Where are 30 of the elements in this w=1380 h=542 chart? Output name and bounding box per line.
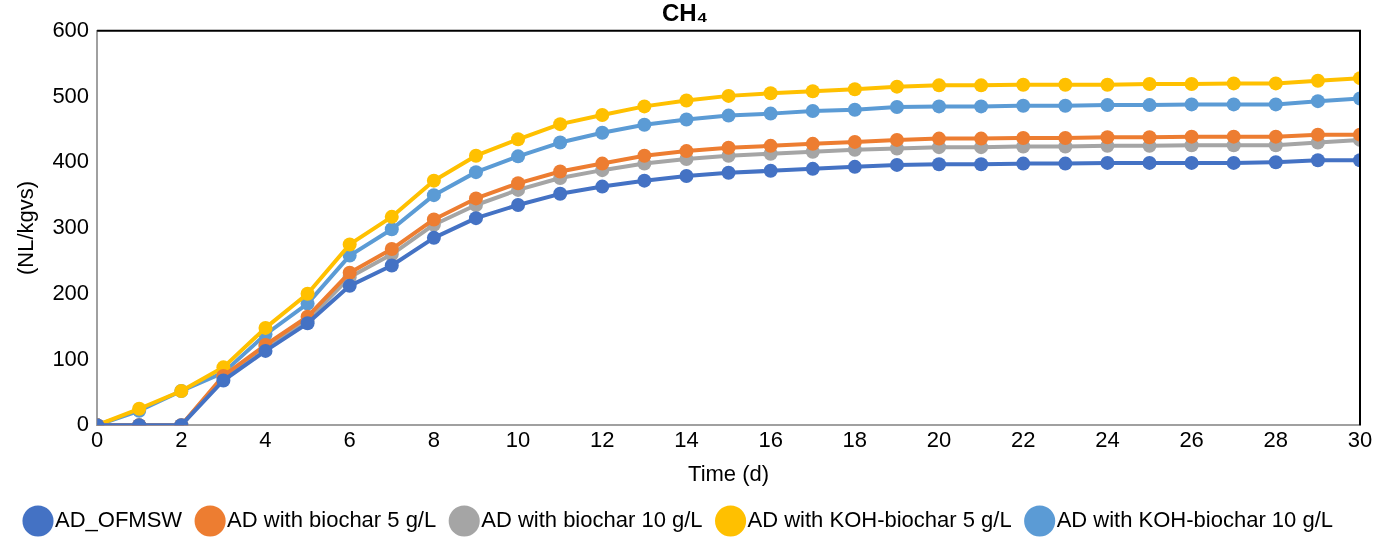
y-tick-label: 400 (52, 148, 90, 174)
x-tick-label: 22 (1010, 427, 1036, 453)
x-tick-label: 24 (1095, 427, 1120, 453)
chart-title: CH₄ (661, 0, 709, 27)
x-tick-label: 26 (1179, 427, 1204, 453)
legend-label: AD with biochar 10 g/L (481, 507, 703, 533)
y-tick-label: 100 (52, 345, 90, 371)
x-tick-label: 12 (590, 427, 615, 453)
legend-label: AD with KOH-biochar 10 g/L (1056, 507, 1334, 533)
x-tick-label: 18 (842, 427, 868, 453)
legend-label: AD with biochar 5 g/L (227, 507, 437, 533)
x-tick-label: 28 (1263, 427, 1289, 453)
legend-label: AD with KOH-biochar 5 g/L (747, 507, 1012, 533)
y-tick-label: 200 (52, 279, 90, 305)
y-tick-label: 0 (76, 411, 90, 437)
x-tick-label: 20 (926, 427, 952, 453)
x-axis-title: Time (d) (688, 460, 770, 486)
x-tick-label: 14 (674, 427, 699, 453)
y-tick-label: 300 (52, 214, 90, 240)
y-tick-label: 600 (52, 16, 90, 42)
y-tick-label: 500 (52, 82, 90, 108)
y-axis-title: (NL/kgvs) (13, 180, 39, 276)
x-tick-label: 16 (758, 427, 783, 453)
x-tick-label: 30 (1347, 427, 1373, 453)
x-tick-label: 4 (259, 427, 272, 453)
legend-label: AD_OFMSW (55, 507, 183, 533)
x-tick-label: 10 (505, 427, 531, 453)
x-tick-label: 2 (175, 427, 188, 453)
x-tick-label: 6 (343, 427, 356, 453)
x-tick-label: 8 (427, 427, 440, 453)
